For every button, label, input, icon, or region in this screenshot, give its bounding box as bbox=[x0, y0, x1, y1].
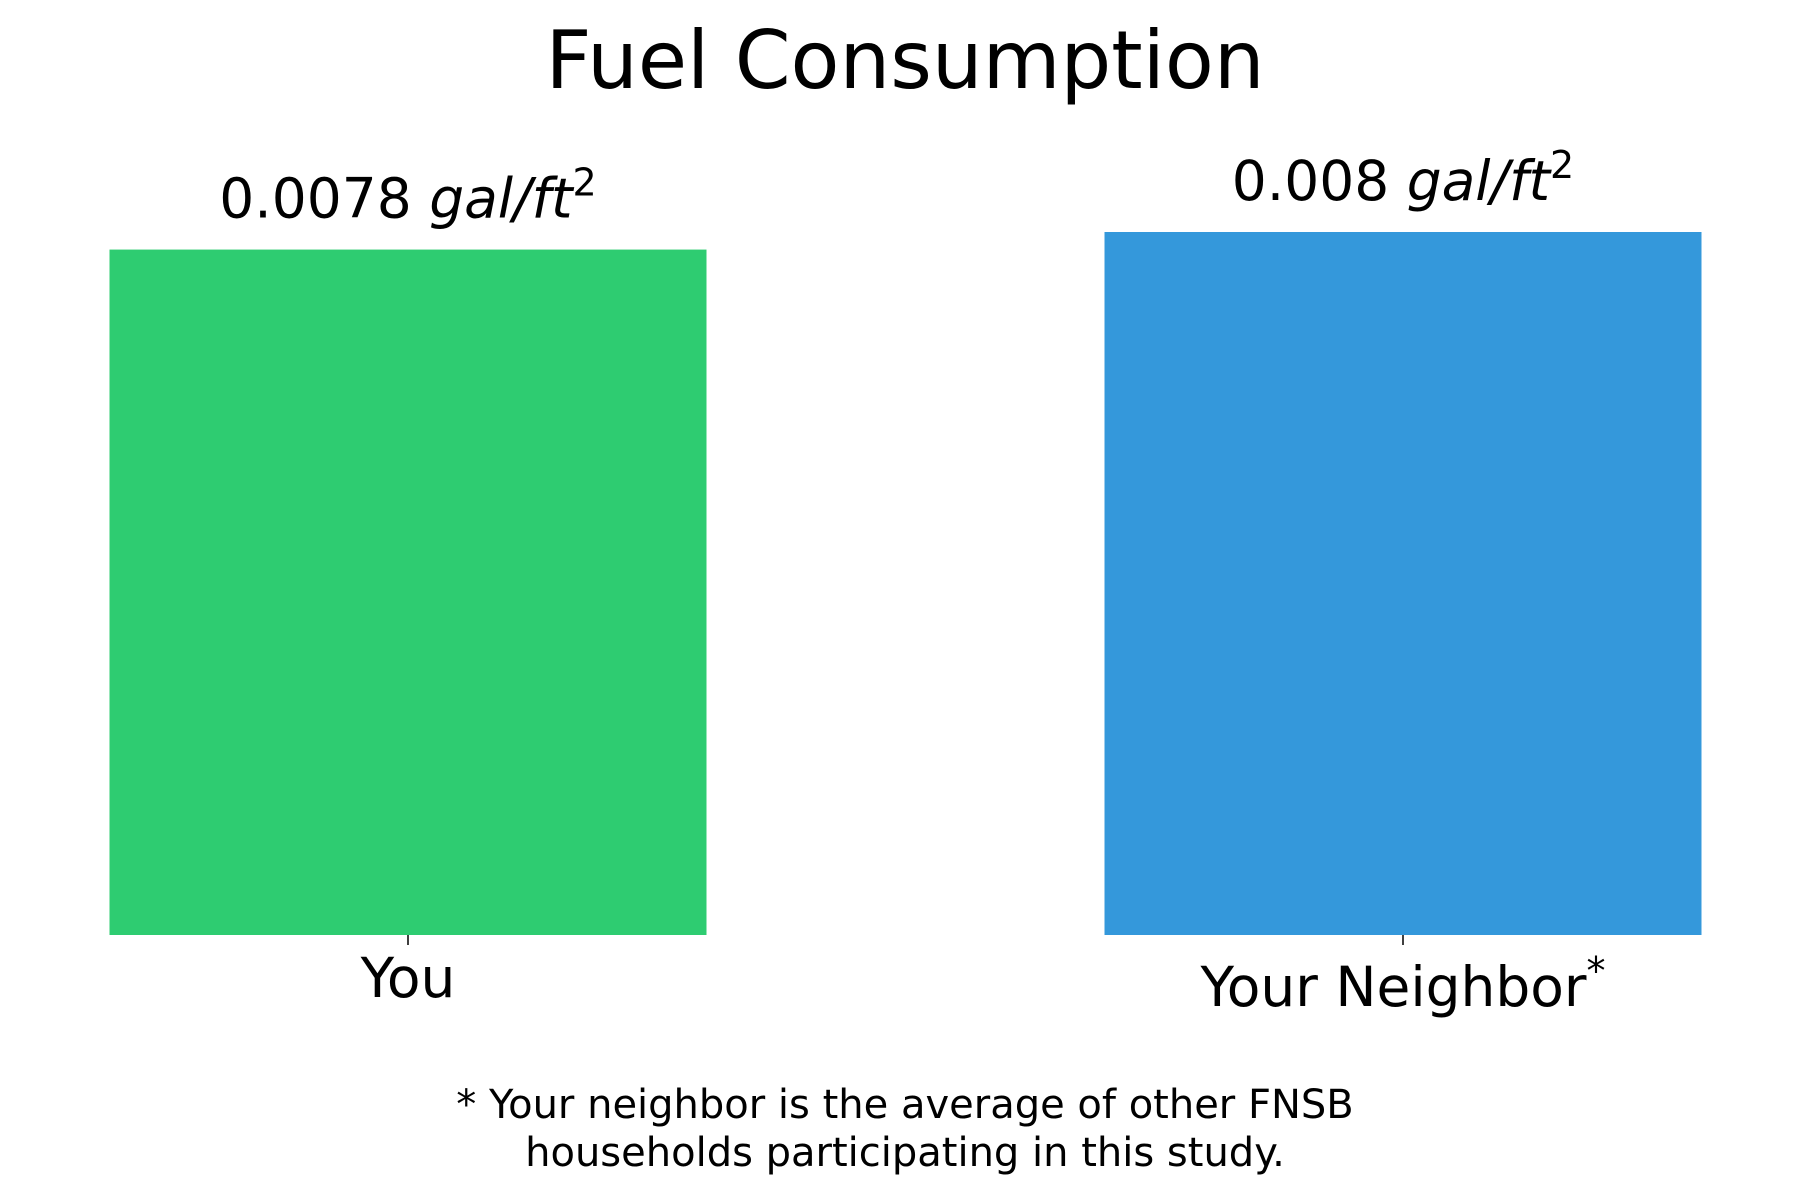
x-tick-label: Your Neighbor* bbox=[1199, 949, 1605, 1019]
chart-title: Fuel Consumption bbox=[545, 14, 1264, 107]
footnote-line-2: households participating in this study. bbox=[525, 1130, 1285, 1176]
footnote-line-1: * Your neighbor is the average of other … bbox=[456, 1082, 1353, 1128]
x-tick-label: You bbox=[360, 946, 456, 1010]
data-label: 0.008 gal/ft2 bbox=[1232, 143, 1574, 213]
data-label: 0.0078 gal/ft2 bbox=[219, 161, 596, 231]
bar-your-neighbor bbox=[1104, 232, 1702, 935]
bars-layer: 0.0078 gal/ft2 You 0.008 gal/ft2 Your Neigh… bbox=[109, 143, 1702, 1019]
bar-you bbox=[109, 249, 707, 935]
